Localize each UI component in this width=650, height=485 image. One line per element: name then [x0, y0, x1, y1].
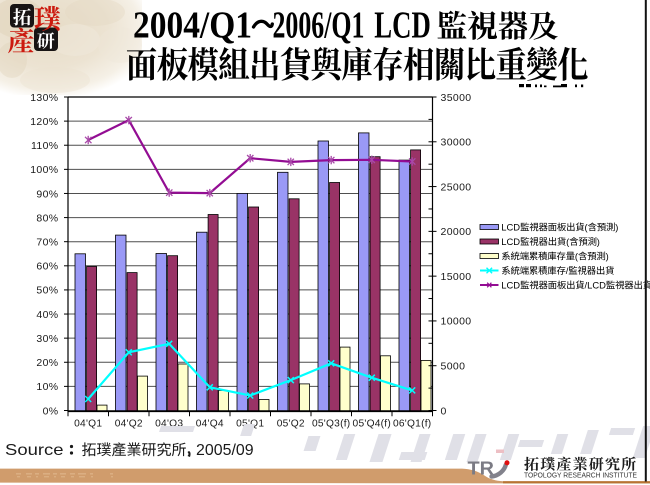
svg-text:30%: 30% [36, 333, 58, 345]
svg-text:05'Q1: 05'Q1 [236, 418, 264, 429]
svg-text:90%: 90% [36, 188, 58, 200]
svg-text:TOPOLOGY RESEARCH INSTITUTE: TOPOLOGY RESEARCH INSTITUTE [524, 471, 637, 480]
svg-text:(: ( [566, 236, 570, 247]
svg-text:30000: 30000 [441, 137, 472, 149]
svg-text:0%: 0% [43, 405, 59, 417]
svg-text:35000: 35000 [441, 92, 472, 104]
svg-text:LCD: LCD [501, 221, 520, 232]
svg-text:(: ( [575, 250, 579, 261]
svg-text:130%: 130% [30, 92, 58, 104]
svg-text:70%: 70% [36, 237, 58, 249]
svg-text:): ) [606, 250, 609, 261]
svg-text:): ) [615, 221, 618, 232]
svg-text:2004/Q1: 2004/Q1 [133, 5, 252, 47]
svg-text:10000: 10000 [441, 316, 472, 328]
svg-text:20%: 20% [36, 357, 58, 369]
svg-text:Source: Source [5, 442, 64, 459]
svg-text:04'Q1: 04'Q1 [74, 418, 102, 429]
svg-text:25000: 25000 [441, 181, 472, 193]
svg-text:0: 0 [441, 405, 447, 417]
svg-text:04'Q4: 04'Q4 [196, 418, 224, 429]
svg-text:TR: TR [468, 459, 495, 479]
svg-text:04'Q2: 04'Q2 [115, 418, 143, 429]
svg-text:80%: 80% [36, 212, 58, 224]
svg-text:110%: 110% [31, 140, 58, 152]
svg-text:LCD: LCD [501, 279, 520, 290]
svg-text:LCD: LCD [587, 279, 606, 290]
svg-text:05'Q2: 05'Q2 [277, 418, 305, 429]
svg-text:40%: 40% [36, 309, 58, 321]
svg-text:2005/09: 2005/09 [196, 442, 254, 459]
svg-text:LCD: LCD [501, 236, 520, 247]
svg-text:LCD: LCD [374, 5, 431, 47]
svg-text:120%: 120% [30, 116, 58, 128]
svg-text:20000: 20000 [441, 226, 472, 238]
svg-text:50%: 50% [36, 285, 58, 297]
svg-text:2006/Q1: 2006/Q1 [273, 5, 365, 47]
svg-text:06'Q1(f): 06'Q1(f) [393, 418, 431, 429]
svg-text:): ) [597, 236, 600, 247]
svg-text:04'Q3: 04'Q3 [155, 418, 183, 429]
svg-text:05'Q3(f): 05'Q3(f) [312, 418, 350, 429]
svg-text:05'Q4(f): 05'Q4(f) [353, 418, 391, 429]
svg-text:(: ( [585, 221, 589, 232]
svg-text:60%: 60% [36, 261, 58, 273]
svg-text:15000: 15000 [441, 271, 472, 283]
svg-text:/: / [585, 279, 588, 290]
svg-text:10%: 10% [36, 381, 58, 393]
svg-text:/: / [566, 265, 569, 276]
svg-text:5000: 5000 [441, 361, 466, 373]
svg-text:100%: 100% [30, 164, 58, 176]
